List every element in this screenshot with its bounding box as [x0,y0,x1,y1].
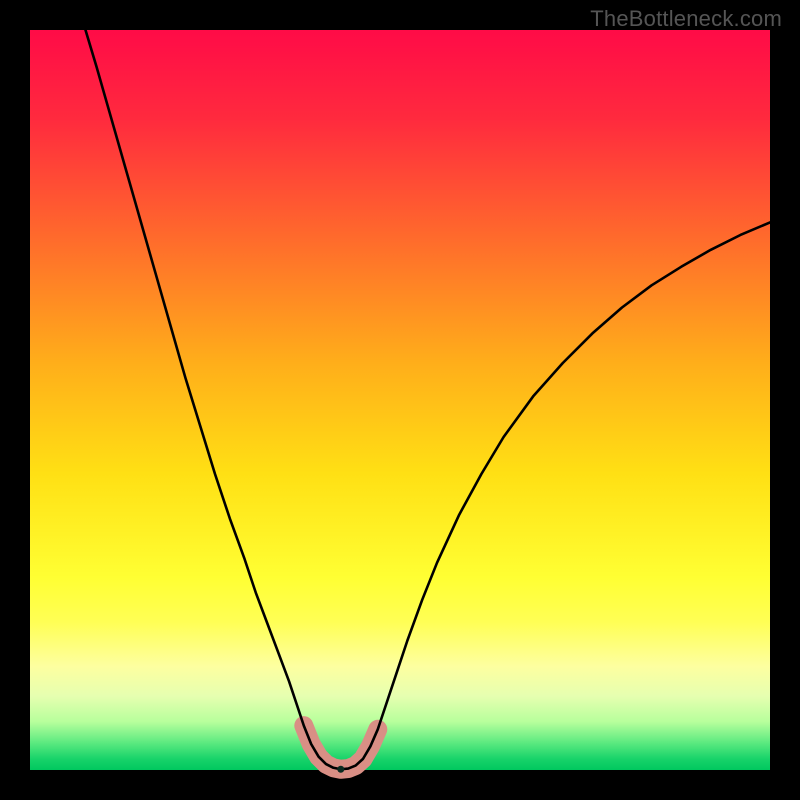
optimal-point-marker [337,766,344,773]
bottleneck-chart: TheBottleneck.com [0,0,800,800]
attribution-label: TheBottleneck.com [590,6,782,32]
chart-canvas [0,0,800,800]
